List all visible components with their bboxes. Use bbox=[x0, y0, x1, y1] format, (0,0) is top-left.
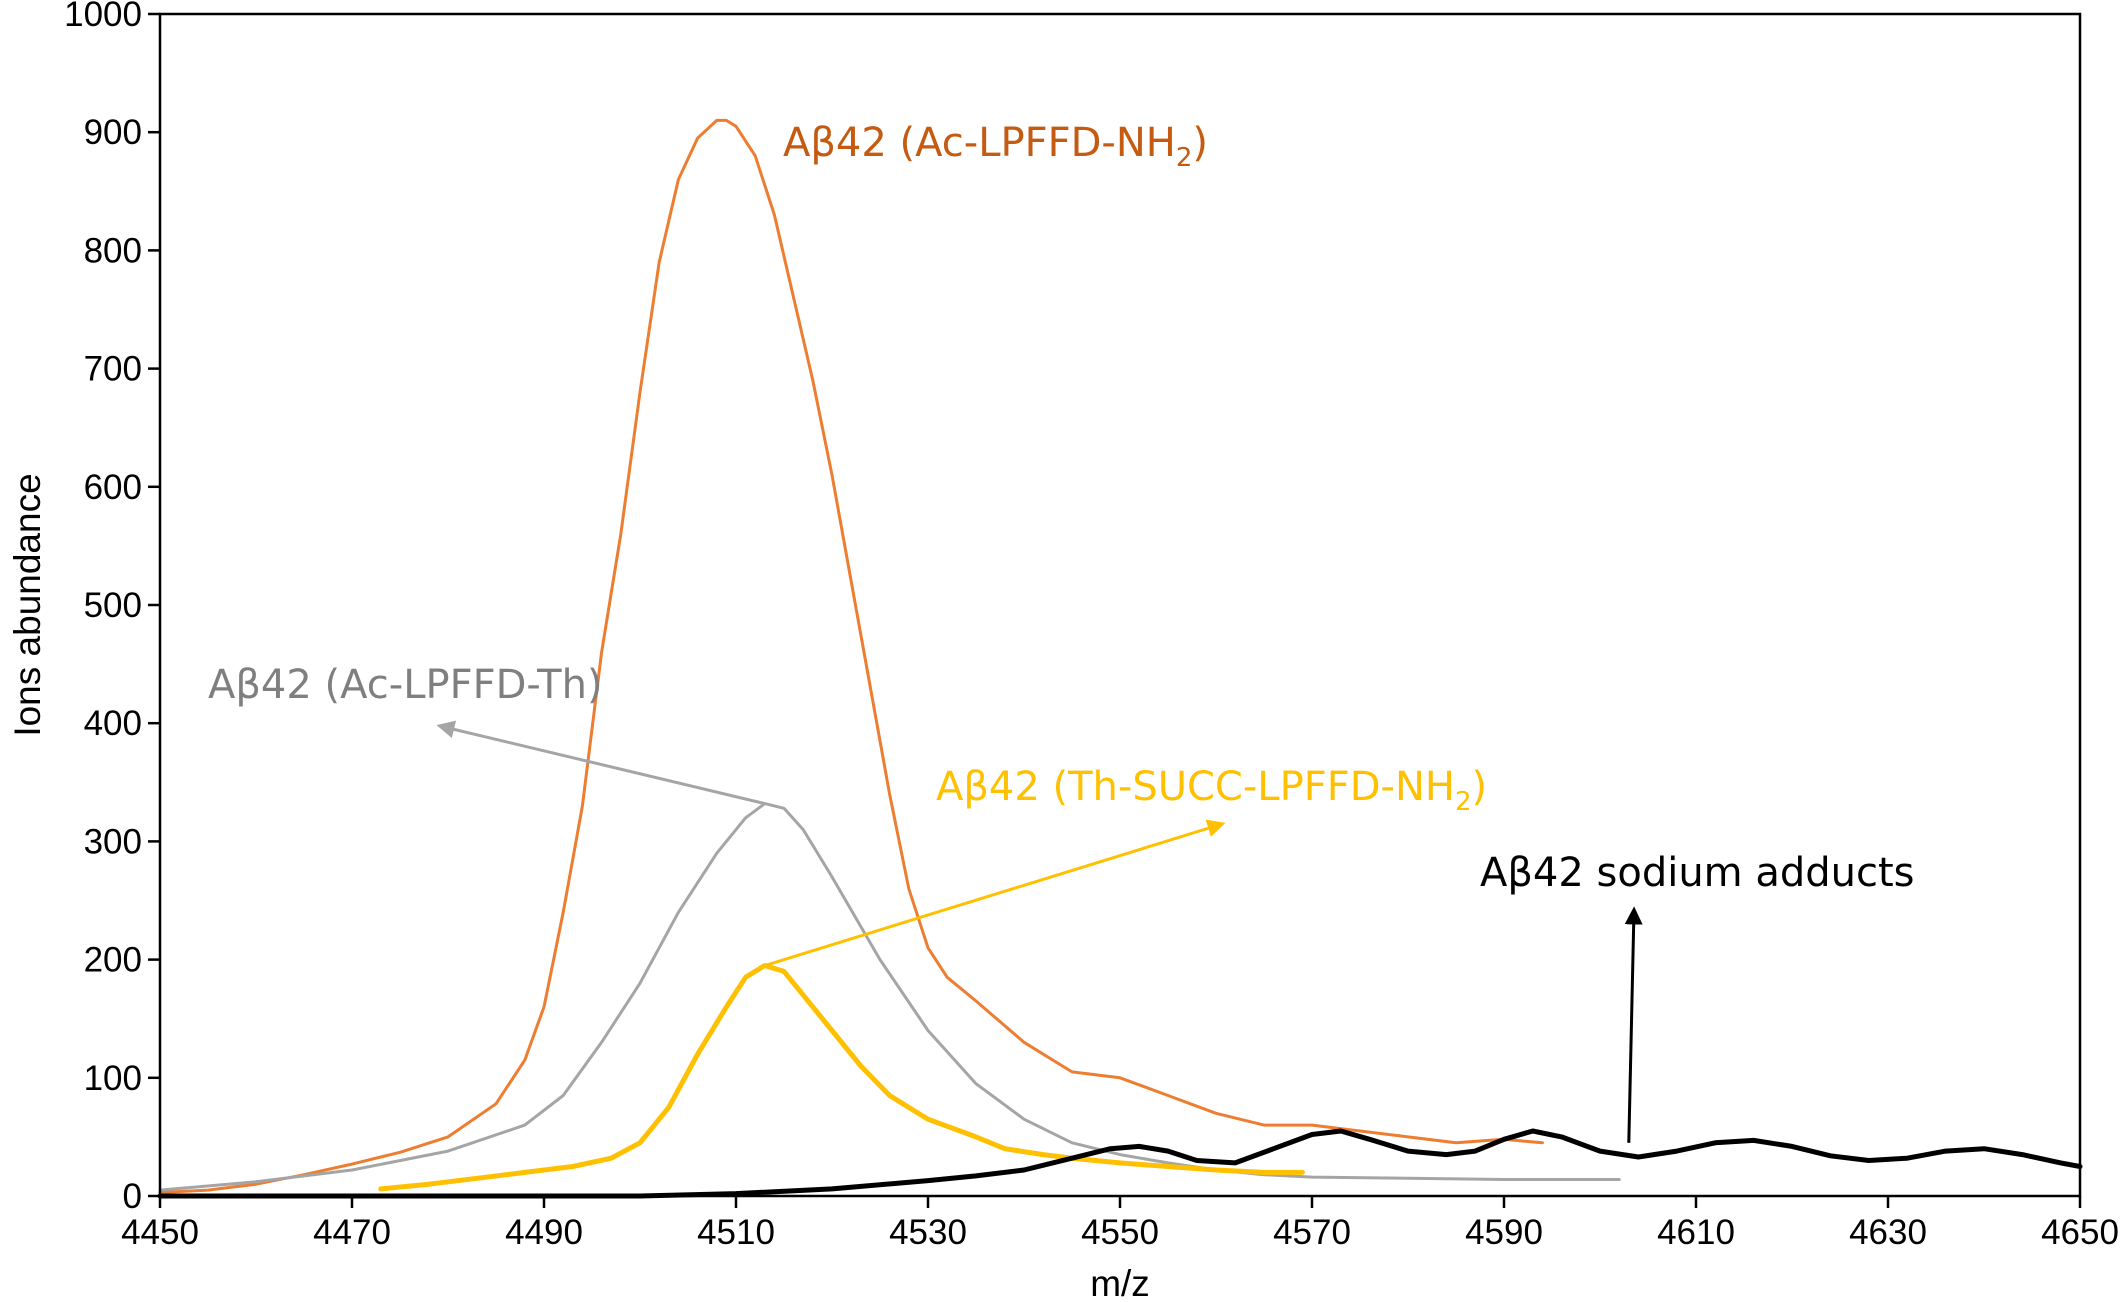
y-tick-label: 300 bbox=[84, 822, 142, 861]
x-tick-label: 4630 bbox=[1849, 1213, 1927, 1252]
arrow-ac-lpffd-th bbox=[436, 720, 766, 806]
x-tick-label: 4570 bbox=[1273, 1213, 1351, 1252]
y-axis: 0 100 200 300 400 500 600 700 800 900 1000 bbox=[64, 0, 160, 1216]
x-tick-label: 4610 bbox=[1657, 1213, 1735, 1252]
arrow-th-succ-lpffd-nh2 bbox=[764, 819, 1226, 967]
plot-frame bbox=[158, 12, 2082, 1198]
annotation-ac-lpffd-th: Aβ42 (Ac-LPFFD-Th) bbox=[208, 662, 603, 708]
y-tick-label: 0 bbox=[123, 1177, 142, 1216]
y-tick-label: 800 bbox=[84, 231, 142, 270]
series-line-th_succ_lpffd_nh2 bbox=[378, 963, 1305, 1192]
annotation-sodium-adducts: Aβ42 sodium adducts bbox=[1480, 850, 1915, 896]
series-line-sodium_adducts bbox=[157, 1128, 2083, 1199]
annotation-th-succ-lpffd-nh2: Aβ42 (Th-SUCC-LPFFD-NH2) bbox=[936, 764, 1487, 817]
y-tick-label: 1000 bbox=[64, 0, 142, 34]
annotation-ac-lpffd-nh2: Aβ42 (Ac-LPFFD-NH2) bbox=[783, 120, 1208, 173]
y-tick-label: 200 bbox=[84, 941, 142, 980]
y-tick-label: 700 bbox=[84, 350, 142, 389]
y-tick-label: 500 bbox=[84, 586, 142, 625]
x-tick-label: 4590 bbox=[1465, 1213, 1543, 1252]
x-tick-label: 4490 bbox=[505, 1213, 583, 1252]
series-layer bbox=[157, 118, 2083, 1199]
y-tick-label: 100 bbox=[84, 1059, 142, 1098]
x-axis-title: m/z bbox=[1090, 1263, 1150, 1302]
arrow-sodium-adducts bbox=[1624, 906, 1643, 1143]
y-tick-label: 400 bbox=[84, 704, 142, 743]
x-tick-label: 4650 bbox=[2041, 1213, 2119, 1252]
x-tick-label: 4450 bbox=[121, 1213, 199, 1252]
x-tick-label: 4550 bbox=[1081, 1213, 1159, 1252]
x-tick-label: 4510 bbox=[697, 1213, 775, 1252]
series-line-ac_lpffd_nh2 bbox=[158, 118, 1544, 1194]
y-tick-label: 600 bbox=[84, 468, 142, 507]
x-tick-label: 4470 bbox=[313, 1213, 391, 1252]
y-tick-label: 900 bbox=[84, 113, 142, 152]
y-axis-title: Ions abundance bbox=[7, 473, 48, 736]
x-axis: 4450 4470 4490 4510 4530 4550 4570 4590 4610 4630… bbox=[121, 1196, 2119, 1252]
x-tick-label: 4530 bbox=[889, 1213, 967, 1252]
annotation-arrows bbox=[436, 720, 1643, 1143]
series-line-ac_lpffd_th bbox=[158, 802, 1621, 1192]
